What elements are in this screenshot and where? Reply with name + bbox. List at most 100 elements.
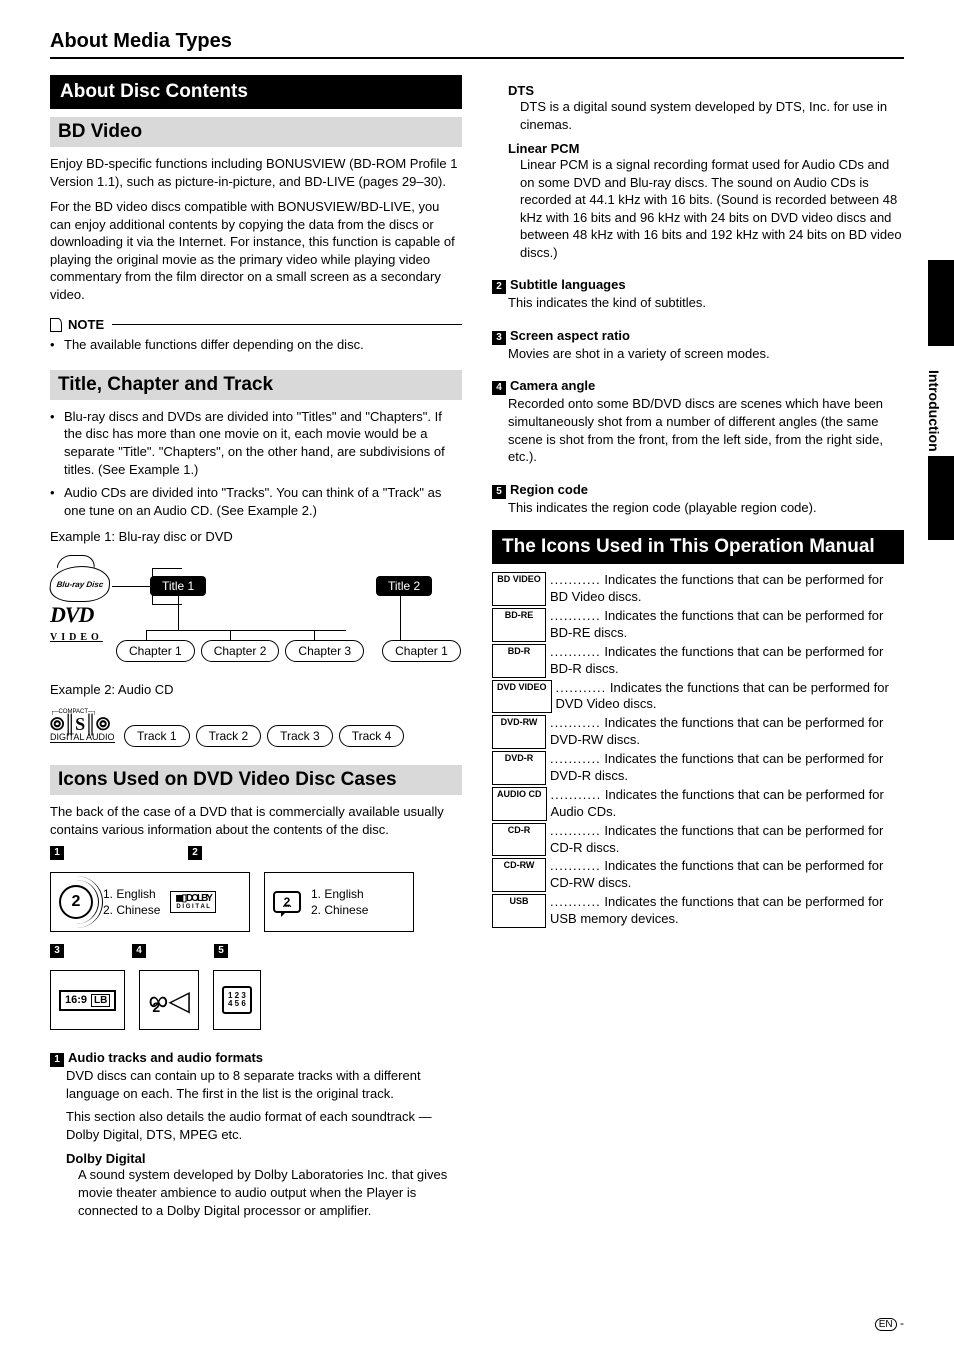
sub-text: This indicates the kind of subtitles. xyxy=(492,294,904,312)
icon-manual-row: BD VIDEO........... Indicates the functi… xyxy=(492,572,904,606)
tag-4b: 4 xyxy=(492,381,506,395)
region-text: This indicates the region code (playable… xyxy=(492,499,904,517)
chapter-2-pill: Chapter 2 xyxy=(201,640,280,662)
region-heading: 5 Region code xyxy=(492,474,904,499)
note-heading: NOTE xyxy=(50,317,462,332)
subtitle-icon: 2▪▪▪▪ xyxy=(273,891,301,913)
tag-3: 3 xyxy=(50,944,64,958)
track-4-pill: Track 4 xyxy=(339,725,405,747)
icon-manual-row: CD-R........... Indicates the functions … xyxy=(492,823,904,857)
track-2-pill: Track 2 xyxy=(196,725,262,747)
bd-video-p2: For the BD video discs compatible with B… xyxy=(50,198,462,303)
sub-lang-1: 1. English xyxy=(311,886,368,903)
footer-en-badge: EN xyxy=(875,1318,897,1331)
aspect-text: Movies are shot in a variety of screen m… xyxy=(492,345,904,363)
footer-dash: - xyxy=(897,1316,904,1330)
disc-tag: BD-RE xyxy=(492,608,546,642)
disc-desc: ........... Indicates the functions that… xyxy=(550,715,904,749)
example2-diagram: ┌─COMPACT─┐ ⦾║S║⦾ DIGITAL AUDIO Track 1 … xyxy=(50,705,462,755)
icon-manual-row: BD-R........... Indicates the functions … xyxy=(492,644,904,678)
audio-channel-icon: 2 xyxy=(59,885,93,919)
audio-num: 2 xyxy=(72,893,81,911)
chapter-1-pill: Chapter 1 xyxy=(116,640,195,662)
region-head-text: Region code xyxy=(510,482,588,497)
item1-p2: This section also details the audio form… xyxy=(50,1108,462,1143)
tag-4: 4 xyxy=(132,944,146,958)
heading-icons-manual: The Icons Used in This Operation Manual xyxy=(492,530,904,564)
disc-desc: ........... Indicates the functions that… xyxy=(550,858,904,892)
tag-1: 1 xyxy=(50,846,64,860)
dvd-video-text: VIDEO xyxy=(50,632,103,643)
icon-manual-row: DVD VIDEO........... Indicates the funct… xyxy=(492,680,904,714)
disc-tag: BD-R xyxy=(492,644,546,678)
heading-title-chapter-track: Title, Chapter and Track xyxy=(50,370,462,400)
title-1-pill: Title 1 xyxy=(150,576,206,596)
disc-desc: ........... Indicates the functions that… xyxy=(550,823,904,857)
disc-tag: DVD VIDEO xyxy=(492,680,552,714)
item1-head-text: Audio tracks and audio formats xyxy=(68,1050,263,1065)
tct-bullet-1: Blu-ray discs and DVDs are divided into … xyxy=(50,408,462,478)
disc-tag: DVD-RW xyxy=(492,715,546,749)
disc-desc: ........... Indicates the functions that… xyxy=(550,572,904,606)
example2-label: Example 2: Audio CD xyxy=(50,682,462,697)
aspect-lb: LB xyxy=(91,994,110,1007)
bluray-logo-text: Blu-ray Disc xyxy=(56,580,104,589)
lpcm-text: Linear PCM is a signal recording format … xyxy=(492,156,904,261)
dts-head: DTS xyxy=(492,83,904,98)
track-3-pill: Track 3 xyxy=(267,725,333,747)
audio-info-box: 2 1. English 2. Chinese ◼▯ DOLBY D I G I… xyxy=(50,872,250,932)
aspect-heading: 3 Screen aspect ratio xyxy=(492,320,904,345)
chapter-3-pill: Chapter 3 xyxy=(285,640,364,662)
left-column: About Disc Contents BD Video Enjoy BD-sp… xyxy=(50,75,462,1225)
dvd-logo: DVD VIDEO xyxy=(50,606,110,642)
track-1-pill: Track 1 xyxy=(124,725,190,747)
disc-desc: ........... Indicates the functions that… xyxy=(550,751,904,785)
tag-3b: 3 xyxy=(492,331,506,345)
tag-2: 2 xyxy=(188,846,202,860)
aspect-icon: 16:9 LB xyxy=(59,990,116,1011)
sub-lang-2: 2. Chinese xyxy=(311,902,368,919)
heading-icons-dvd-cases: Icons Used on DVD Video Disc Cases xyxy=(50,765,462,795)
heading-about-disc-contents: About Disc Contents xyxy=(50,75,462,109)
disc-desc: ........... Indicates the functions that… xyxy=(550,894,904,928)
audio-lang-list: 1. English 2. Chinese xyxy=(103,886,160,920)
disc-tag: BD VIDEO xyxy=(492,572,546,606)
example1-diagram: Blu-ray Disc DVD VIDEO Title 1 Title 2 C… xyxy=(50,552,462,672)
icon-manual-row: DVD-R........... Indicates the functions… xyxy=(492,751,904,785)
icon-manual-row: CD-RW........... Indicates the functions… xyxy=(492,858,904,892)
aspect-info-box: 16:9 LB xyxy=(50,970,125,1030)
region-info-box: 1 2 3 4 5 6 xyxy=(213,970,261,1030)
disc-tag: DVD-R xyxy=(492,751,546,785)
subtitle-lang-list: 1. English 2. Chinese xyxy=(311,886,368,920)
cam-head-text: Camera angle xyxy=(510,378,595,393)
lpcm-head: Linear PCM xyxy=(492,141,904,156)
disc-desc: ........... Indicates the functions that… xyxy=(556,680,904,714)
camera-angle-icon: ∞2◁ xyxy=(148,984,190,1017)
dolby-top: ◼▯ DOLBY xyxy=(175,894,211,904)
connector xyxy=(146,630,346,631)
region-code-icon: 1 2 3 4 5 6 xyxy=(222,986,252,1014)
connector xyxy=(112,586,152,587)
cd-logo: ┌─COMPACT─┐ ⦾║S║⦾ DIGITAL AUDIO xyxy=(50,709,115,743)
dts-text: DTS is a digital sound system developed … xyxy=(492,98,904,133)
bd-video-p1: Enjoy BD-specific functions including BO… xyxy=(50,155,462,190)
audio-lang-2: 2. Chinese xyxy=(103,902,160,919)
side-tab-introduction: Introduction xyxy=(922,360,946,462)
camera-info-box: ∞2◁ xyxy=(139,970,199,1030)
aspect-text: 16:9 xyxy=(65,994,87,1006)
note-label: NOTE xyxy=(68,317,104,332)
tag-5: 5 xyxy=(214,944,228,958)
title-2-pill: Title 2 xyxy=(376,576,432,596)
footer: EN - xyxy=(875,1316,904,1330)
icon-manual-row: BD-RE........... Indicates the functions… xyxy=(492,608,904,642)
tag-1b: 1 xyxy=(50,1053,64,1067)
icon-manual-row: AUDIO CD........... Indicates the functi… xyxy=(492,787,904,821)
icon-manual-row: DVD-RW........... Indicates the function… xyxy=(492,715,904,749)
cam-text: Recorded onto some BD/DVD discs are scen… xyxy=(492,395,904,465)
item1-heading: 1 Audio tracks and audio formats xyxy=(50,1042,462,1067)
region-bottom: 4 5 6 xyxy=(228,1000,246,1008)
sub-heading: 2 Subtitle languages xyxy=(492,269,904,294)
audio-lang-1: 1. English xyxy=(103,886,160,903)
disc-tag: USB xyxy=(492,894,546,928)
heading-bd-video: BD Video xyxy=(50,117,462,147)
